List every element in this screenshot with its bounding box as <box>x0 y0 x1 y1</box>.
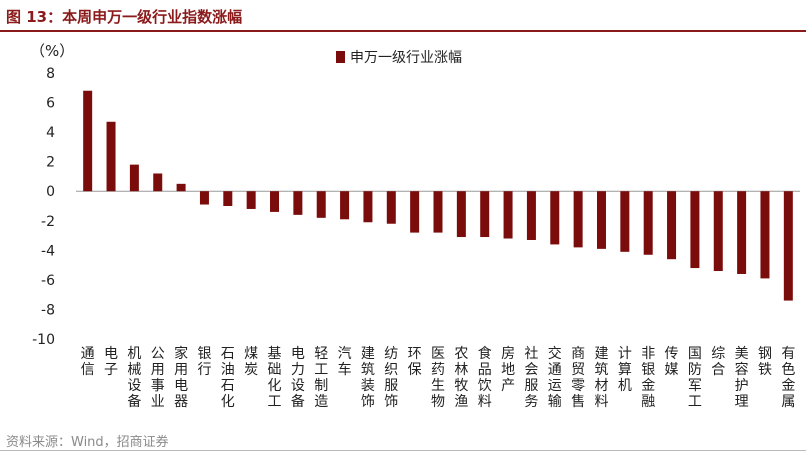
category-label: 煤炭 <box>244 346 258 378</box>
figure-title: 图 13：本周申万一级行业指数涨幅 <box>6 8 243 26</box>
category-label: 食品饮料 <box>478 345 492 410</box>
category-label: 通信 <box>81 346 95 378</box>
bar-9 <box>270 191 280 212</box>
y-tick-label: -2 <box>41 214 55 230</box>
bar-18 <box>480 191 490 238</box>
category-label: 电力设备 <box>291 346 305 410</box>
bar-8 <box>246 191 256 209</box>
bar-19 <box>503 191 513 239</box>
category-label: 纺织服饰 <box>384 346 398 410</box>
category-label: 有色金属 <box>781 346 795 410</box>
bottom-divider <box>0 450 806 451</box>
y-tick-label: -4 <box>41 243 55 259</box>
y-tick-label: -10 <box>32 332 55 348</box>
category-label: 电子 <box>104 346 118 378</box>
category-label: 综合 <box>711 346 725 378</box>
category-label: 美容护理 <box>735 346 749 410</box>
y-tick-label: 0 <box>46 184 55 200</box>
y-tick-label: -6 <box>41 273 55 289</box>
bar-4 <box>153 173 163 192</box>
bar-29 <box>737 191 747 274</box>
category-label: 商贸零售 <box>571 346 585 410</box>
bar-3 <box>129 164 139 192</box>
category-label: 建筑材料 <box>594 346 608 410</box>
category-label: 轻工制造 <box>314 346 328 410</box>
category-label: 家用电器 <box>174 345 188 410</box>
y-tick-label: 8 <box>46 66 55 82</box>
bar-5 <box>176 183 186 192</box>
bar-25 <box>643 191 653 255</box>
category-label: 农林牧渔 <box>454 346 468 410</box>
legend-swatch <box>336 51 345 63</box>
category-label: 计算机 <box>618 346 632 394</box>
y-unit-label: （%） <box>30 42 74 60</box>
bar-26 <box>667 191 677 260</box>
category-label: 石油石化 <box>221 346 235 410</box>
category-label: 房地产 <box>501 346 515 394</box>
bar-31 <box>783 191 793 301</box>
category-label-layer: 通信电子机械设备公用事业家用电器银行石油石化煤炭基础化工电力设备轻工制造汽车建筑… <box>81 345 796 410</box>
bar-23 <box>596 191 606 249</box>
category-label: 银行 <box>197 346 211 378</box>
category-label: 国防军工 <box>688 346 702 410</box>
category-label: 环保 <box>408 346 422 378</box>
category-label: 医药生物 <box>431 346 445 410</box>
bar-10 <box>293 191 303 215</box>
y-tick-label: 6 <box>46 96 55 112</box>
bar-20 <box>526 191 536 240</box>
bar-30 <box>760 191 770 279</box>
category-label: 非银金融 <box>641 346 655 410</box>
bar-1 <box>83 90 93 192</box>
bar-11 <box>316 191 326 218</box>
y-tick-label: 2 <box>46 155 55 171</box>
bar-27 <box>690 191 700 269</box>
bar-28 <box>713 191 723 272</box>
bar-21 <box>550 191 560 245</box>
bar-layer <box>83 90 793 301</box>
category-label: 汽车 <box>338 346 352 378</box>
bar-22 <box>573 191 583 248</box>
bar-2 <box>106 121 116 192</box>
bar-6 <box>199 191 209 205</box>
bar-14 <box>386 191 396 224</box>
category-label: 钢铁 <box>758 346 772 378</box>
category-label: 社会服务 <box>524 346 538 410</box>
bar-7 <box>223 191 233 206</box>
title-divider <box>0 30 806 32</box>
source-note: 资料来源：Wind，招商证券 <box>6 435 169 450</box>
bar-17 <box>456 191 466 238</box>
bar-16 <box>433 191 443 233</box>
y-tick-label: 4 <box>46 125 55 141</box>
category-label: 公用事业 <box>151 346 165 410</box>
bar-13 <box>363 191 373 223</box>
bar-12 <box>340 191 350 220</box>
category-label: 建筑装饰 <box>361 346 375 410</box>
category-label: 机械设备 <box>127 346 141 410</box>
category-label: 交通运输 <box>548 345 562 410</box>
category-label: 传媒 <box>665 346 679 378</box>
bar-15 <box>410 191 420 233</box>
y-tick-label: -8 <box>41 302 55 318</box>
category-label: 基础化工 <box>268 345 282 410</box>
bar-24 <box>620 191 630 252</box>
legend-label: 申万一级行业涨幅 <box>350 50 462 66</box>
